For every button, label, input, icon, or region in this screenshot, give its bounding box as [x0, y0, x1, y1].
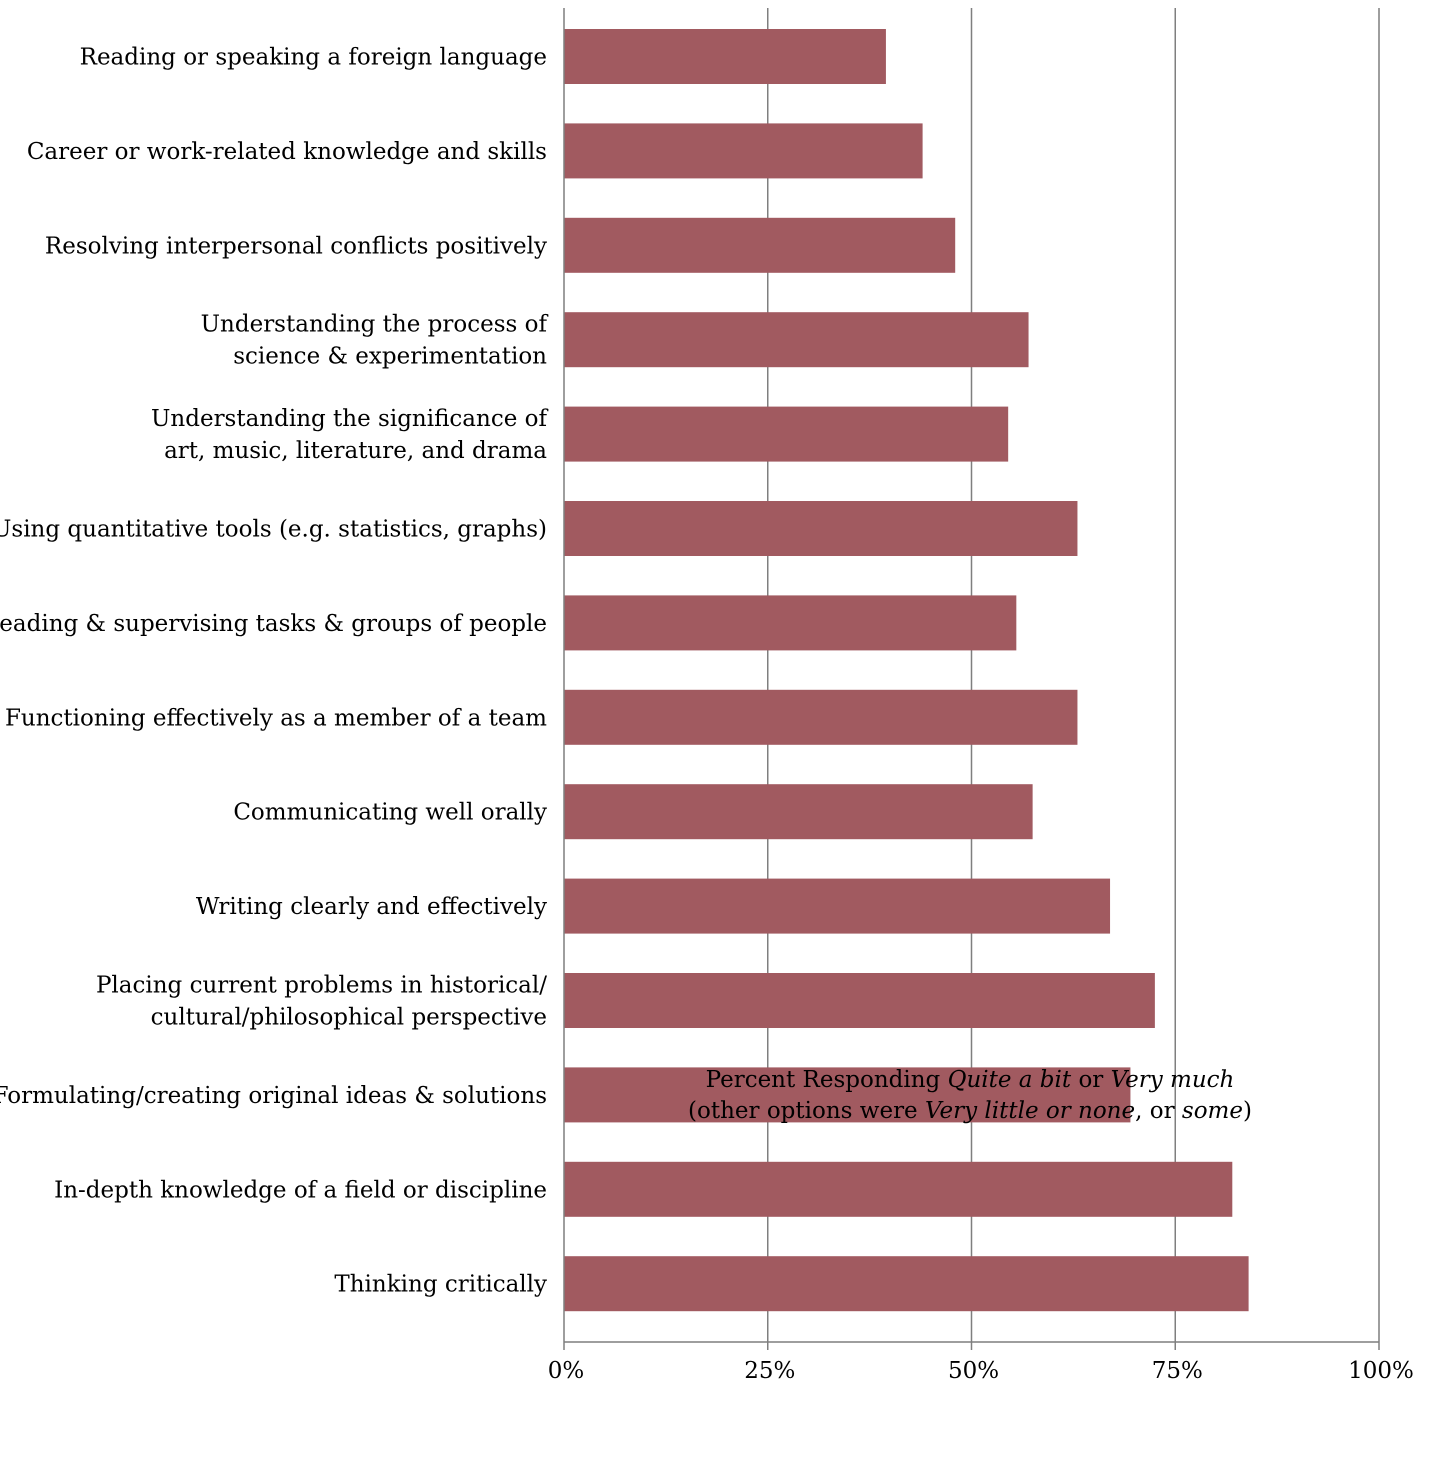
x-axis-label-part: , or [1135, 1098, 1182, 1124]
category-label-7: Functioning effectively as a member of a… [5, 705, 547, 731]
x-axis-label-part: ) [1242, 1098, 1252, 1124]
x-axis-label-part: Very little or none [924, 1098, 1136, 1124]
category-labels: Reading or speaking a foreign language Ca… [0, 45, 548, 1298]
bar-11 [564, 1067, 1131, 1123]
category-label-4-line-1: art, music, literature, and drama [164, 438, 547, 464]
x-axis-label-part: Very much [1110, 1067, 1235, 1093]
bar-5 [564, 501, 1078, 556]
bar-9 [564, 878, 1111, 934]
bar-1 [564, 123, 923, 179]
x-axis-label-part: or [1071, 1067, 1111, 1093]
bar-3 [564, 312, 1029, 368]
x-tick-label-100: 100% [1348, 1358, 1414, 1384]
category-label-10-line-1: cultural/philosophical perspective [151, 1005, 547, 1031]
bars [564, 29, 1249, 1312]
category-label-8: Communicating well orally [233, 800, 547, 826]
x-axis-label-line-1: Percent Responding Quite a bit or Very m… [560, 1065, 1380, 1096]
x-tick-label-0: 0% [548, 1358, 585, 1384]
x-axis-label-part: (other options were [688, 1098, 925, 1124]
category-label-5: Using quantitative tools (e.g. statistic… [0, 517, 547, 543]
x-tick-label-25: 25% [744, 1358, 795, 1384]
bar-12 [564, 1161, 1233, 1217]
category-label-1: Career or work-related knowledge and ski… [27, 139, 547, 165]
axes [563, 8, 1380, 1350]
bar-4 [564, 406, 1009, 462]
bar-6 [564, 595, 1017, 651]
category-label-3-line-1: science & experimentation [233, 344, 547, 370]
bar-10 [564, 973, 1155, 1028]
bar-2 [564, 217, 956, 273]
bar-0 [564, 29, 886, 84]
category-label-2: Resolving interpersonal conflicts positi… [45, 233, 547, 259]
category-label-12: In-depth knowledge of a field or discipl… [54, 1177, 547, 1203]
gridlines [767, 8, 1380, 1342]
category-label-0: Reading or speaking a foreign language [80, 45, 547, 71]
category-label-3-line-0: Understanding the process of [201, 312, 549, 338]
x-axis-label-part: some [1181, 1098, 1243, 1124]
category-label-4-line-0: Understanding the significance of [151, 406, 548, 432]
category-label-11: Formulating/creating original ideas & so… [0, 1083, 547, 1109]
x-axis-label-line-2: (other options were Very little or none,… [560, 1096, 1380, 1127]
x-axis-label-part: Percent Responding [705, 1067, 948, 1093]
bar-13 [564, 1256, 1249, 1312]
category-label-6: Leading & supervising tasks & groups of … [0, 611, 547, 637]
x-tick-label-50: 50% [948, 1358, 999, 1384]
bar-7 [564, 689, 1078, 745]
x-axis-label-part: Quite a bit [947, 1067, 1072, 1093]
bar-8 [564, 784, 1033, 840]
category-label-13: Thinking critically [334, 1272, 547, 1298]
x-tick-label-75: 75% [1152, 1358, 1203, 1384]
category-label-9: Writing clearly and effectively [196, 894, 547, 920]
x-tick-labels: 0% 25% 50% 75% 100% [548, 1358, 1414, 1384]
category-label-10-line-0: Placing current problems in historical/ [96, 973, 547, 999]
